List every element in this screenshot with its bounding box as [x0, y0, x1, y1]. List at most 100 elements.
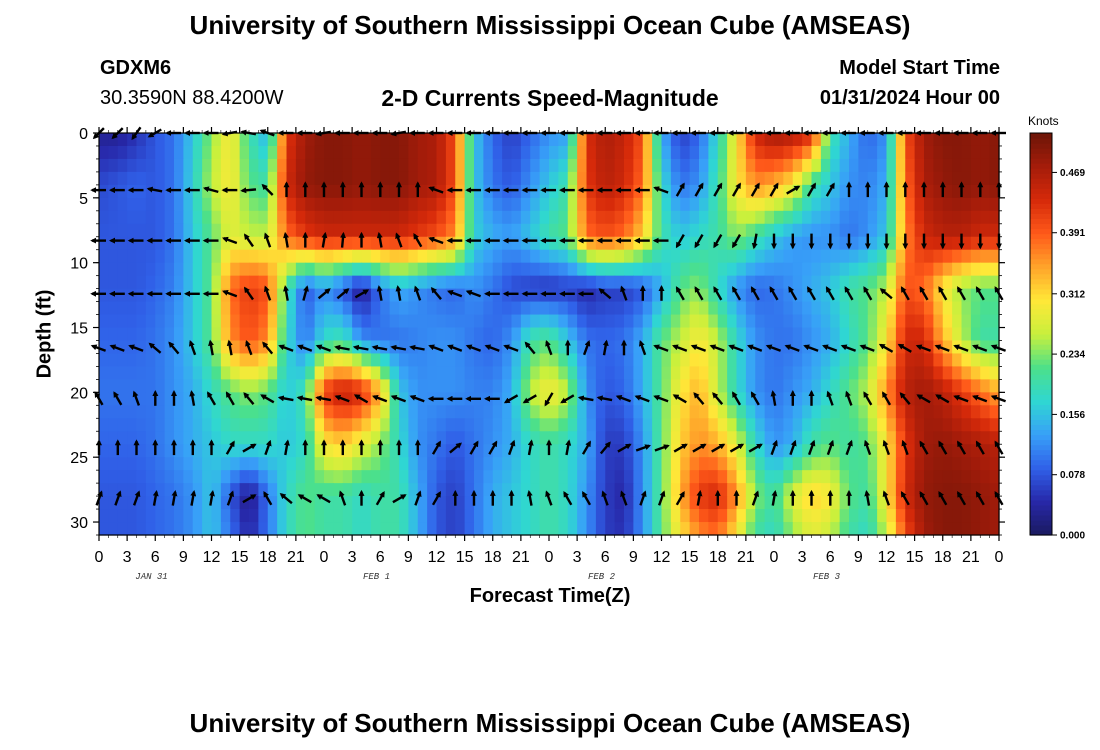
heatmap-cell [680, 133, 691, 147]
heatmap-cell [220, 392, 231, 406]
heatmap-cell [633, 249, 644, 264]
heatmap-cell [933, 379, 944, 393]
heatmap-cell [295, 236, 306, 251]
heatmap-cell [839, 353, 850, 368]
heatmap-cell [249, 405, 259, 419]
heatmap-cell [577, 483, 588, 497]
heatmap-cell [417, 457, 428, 471]
heatmap-cell [483, 483, 494, 497]
heatmap-cell [783, 470, 794, 484]
heatmap-cell [680, 522, 691, 536]
heatmap-cell [511, 496, 522, 510]
heatmap-cell [333, 236, 344, 251]
heatmap-cell [802, 496, 813, 510]
heatmap-cell [267, 444, 278, 458]
current-vector [953, 344, 969, 352]
heatmap-cell [464, 275, 475, 290]
heatmap-cell [174, 457, 184, 471]
heatmap-cell [474, 184, 484, 199]
heatmap-cell [989, 483, 1000, 497]
heatmap-cell [877, 171, 888, 186]
heatmap-cell [202, 470, 213, 484]
heatmap-cell [764, 288, 775, 303]
heatmap-cell [858, 353, 869, 368]
speed-heatmap [99, 133, 1000, 536]
x-tick-label: 6 [151, 549, 160, 566]
heatmap-cell [249, 184, 259, 199]
heatmap-cell [745, 522, 756, 536]
heatmap-cell [567, 392, 578, 406]
heatmap-cell [877, 145, 888, 160]
current-vector [469, 440, 479, 455]
heatmap-cell [642, 327, 653, 342]
heatmap-cell [511, 210, 522, 225]
current-vector [582, 340, 591, 356]
colorbar-segment [1030, 464, 1052, 471]
heatmap-cell [464, 405, 475, 419]
heatmap-cell [980, 288, 991, 303]
heatmap-cell [680, 184, 691, 199]
heatmap-cell [577, 496, 588, 510]
heatmap-cell [342, 444, 353, 458]
heatmap-cell [202, 418, 213, 432]
heatmap-cell [792, 470, 803, 484]
heatmap-cell [689, 483, 700, 497]
heatmap-cell [895, 418, 906, 432]
heatmap-cell [802, 184, 813, 199]
heatmap-cell [699, 496, 709, 510]
x-tick-label: 21 [512, 549, 530, 566]
heatmap-cell [314, 483, 325, 497]
heatmap-cell [867, 444, 878, 458]
heatmap-cell [530, 301, 541, 316]
heatmap-cell [145, 133, 156, 147]
heatmap-cell [474, 210, 484, 225]
heatmap-cell [886, 392, 897, 406]
heatmap-cell [267, 171, 278, 186]
heatmap-cell [830, 249, 841, 264]
heatmap-cell [980, 457, 991, 471]
heatmap-cell [961, 327, 972, 342]
heatmap-cell [858, 327, 869, 342]
heatmap-cell [952, 431, 963, 445]
current-vector [279, 493, 293, 505]
heatmap-cell [680, 509, 691, 523]
heatmap-cell [267, 392, 278, 406]
colorbar-segment [1030, 283, 1052, 290]
heatmap-cell [380, 236, 391, 251]
heatmap-cell [502, 379, 513, 393]
heatmap-cell [633, 353, 644, 368]
heatmap-cell [502, 444, 513, 458]
heatmap-cell [989, 522, 1000, 536]
heatmap-cell [614, 457, 625, 471]
date-label: FEB 3 [813, 572, 841, 582]
colorbar-segment [1030, 524, 1052, 531]
heatmap-cell [474, 457, 484, 471]
heatmap-cell [661, 314, 672, 329]
heatmap-cell [595, 145, 606, 160]
heatmap-cell [942, 288, 953, 303]
heatmap-cell [783, 301, 794, 316]
heatmap-cell [549, 158, 559, 173]
heatmap-cell [699, 158, 709, 173]
heatmap-cell [220, 158, 231, 173]
current-vector [750, 286, 760, 301]
heatmap-cell [905, 171, 916, 186]
heatmap-cell [408, 366, 419, 380]
heatmap-cell [155, 522, 166, 536]
heatmap-cell [230, 379, 241, 393]
heatmap-cell [399, 522, 409, 536]
heatmap-cell [624, 184, 634, 199]
heatmap-cell [577, 327, 588, 342]
heatmap-cell [305, 470, 316, 484]
heatmap-cell [745, 314, 756, 329]
heatmap-cell [277, 431, 288, 445]
heatmap-cell [408, 483, 419, 497]
heatmap-cell [820, 327, 831, 342]
heatmap-cell [820, 145, 831, 160]
current-vector [919, 491, 929, 506]
heatmap-cell [942, 314, 953, 329]
heatmap-cell [436, 158, 447, 173]
colorbar-segment [1030, 499, 1052, 506]
heatmap-cell [905, 249, 916, 264]
heatmap-cell [127, 522, 138, 536]
